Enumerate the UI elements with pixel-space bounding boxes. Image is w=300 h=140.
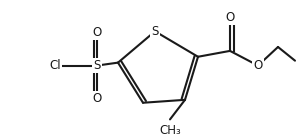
Text: Cl: Cl (49, 59, 61, 72)
Text: S: S (151, 25, 159, 38)
Text: O: O (92, 92, 102, 105)
Text: O: O (92, 26, 102, 39)
Text: O: O (254, 59, 262, 72)
Text: S: S (93, 59, 101, 72)
Text: CH₃: CH₃ (159, 124, 181, 137)
Text: O: O (225, 11, 235, 24)
